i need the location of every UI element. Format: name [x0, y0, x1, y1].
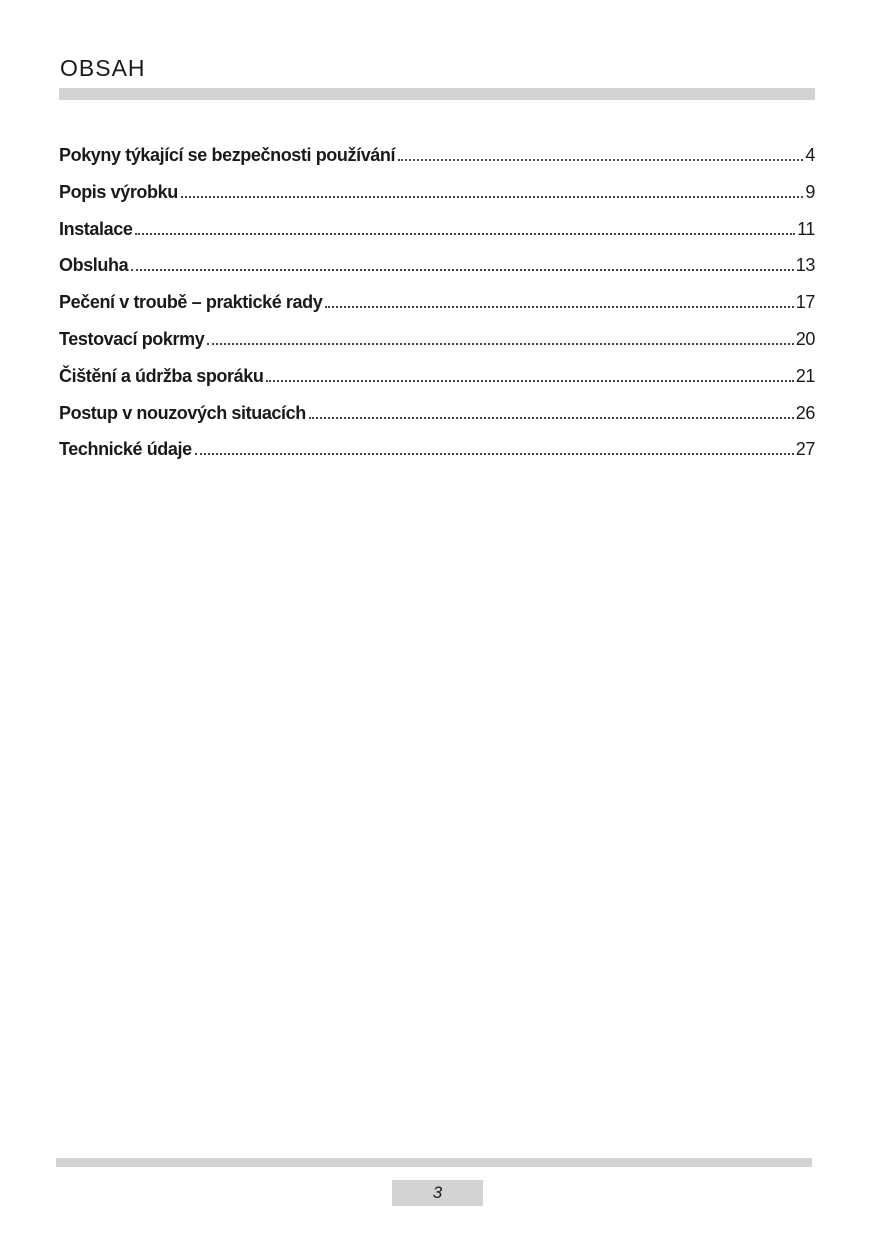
- toc-entry-title: Technické údaje: [59, 439, 192, 460]
- dot-leader: [266, 379, 794, 382]
- toc-entry[interactable]: Pečení v troubě – praktické rady 17: [59, 292, 815, 329]
- page-number: 3: [392, 1180, 483, 1206]
- dot-leader: [398, 159, 804, 161]
- toc-entry[interactable]: Technické údaje 27: [59, 439, 815, 476]
- toc-entry-title: Popis výrobku: [59, 181, 178, 202]
- toc-entry-page: 21: [795, 365, 816, 386]
- toc-entry-page: 13: [795, 255, 816, 276]
- dot-leader: [325, 306, 794, 309]
- page-title: OBSAH: [60, 55, 146, 81]
- toc-entry[interactable]: Testovací pokrmy 20: [59, 329, 815, 366]
- toc-entry-page: 9: [805, 181, 815, 202]
- dot-leader: [207, 342, 794, 345]
- toc-entry-page: 11: [797, 218, 815, 239]
- toc-entry-page: 27: [795, 439, 816, 460]
- dot-leader: [131, 269, 794, 272]
- toc-entry-page: 17: [795, 292, 816, 313]
- dot-leader: [180, 195, 804, 198]
- footer-divider: [56, 1158, 812, 1167]
- toc-entry-page: 4: [805, 145, 815, 165]
- header-divider: [59, 88, 815, 100]
- toc-entry[interactable]: Obsluha 13: [59, 255, 815, 292]
- toc-entry[interactable]: Čištění a údržba sporáku 21: [59, 366, 815, 403]
- toc-entry-title: Pokyny týkající se bezpečnosti používání: [59, 145, 396, 165]
- toc-entry-title: Instalace: [59, 218, 133, 239]
- toc-entry[interactable]: Instalace 11: [59, 219, 815, 256]
- toc-entry-title: Pečení v troubě – praktické rady: [59, 292, 323, 313]
- toc-entry-title: Postup v nouzových situacích: [59, 402, 306, 423]
- toc-entry[interactable]: Postup v nouzových situacích 26: [59, 403, 815, 440]
- toc-entry-page: 26: [795, 402, 816, 423]
- toc-entry-title: Čištění a údržba sporáku: [59, 365, 264, 386]
- toc-entry[interactable]: Popis výrobku 9: [59, 182, 815, 219]
- toc-entry[interactable]: Pokyny týkající se bezpečnosti používání…: [59, 145, 815, 182]
- dot-leader: [135, 232, 796, 235]
- toc-entry-title: Testovací pokrmy: [59, 328, 205, 349]
- toc-entry-page: 20: [795, 328, 816, 349]
- dot-leader: [308, 416, 794, 419]
- toc-entry-title: Obsluha: [59, 255, 129, 276]
- table-of-contents: Pokyny týkající se bezpečnosti používání…: [59, 145, 815, 476]
- dot-leader: [194, 453, 794, 456]
